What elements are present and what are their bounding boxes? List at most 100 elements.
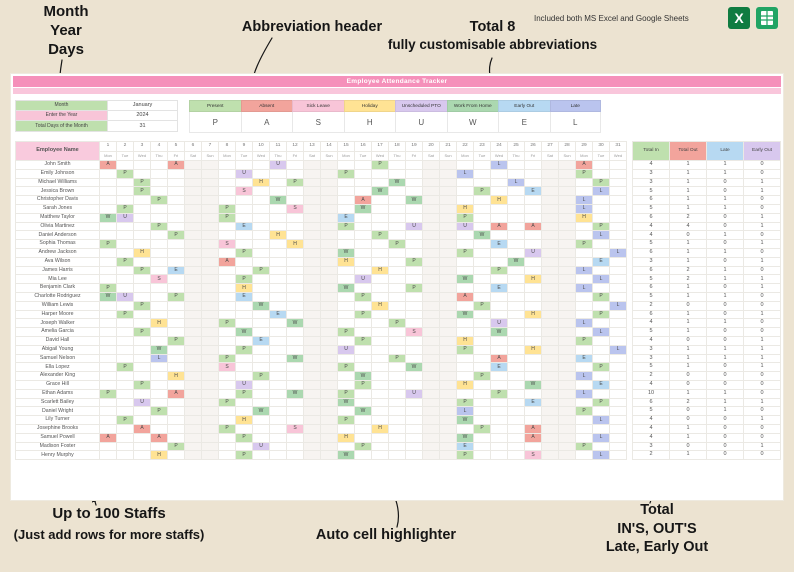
attendance-cell[interactable]: P: [337, 168, 355, 179]
attendance-cell[interactable]: [286, 247, 304, 258]
attendance-cell[interactable]: [422, 327, 440, 337]
attendance-cell[interactable]: [320, 186, 338, 197]
attendance-cell[interactable]: [269, 256, 287, 267]
attendance-cell[interactable]: [541, 335, 559, 346]
attendance-cell[interactable]: [252, 423, 270, 434]
attendance-cell[interactable]: [422, 186, 440, 197]
attendance-cell[interactable]: W: [456, 274, 474, 285]
attendance-cell[interactable]: [422, 450, 440, 461]
attendance-cell[interactable]: P: [235, 344, 253, 355]
total-cell[interactable]: 4: [632, 230, 670, 241]
attendance-cell[interactable]: P: [286, 177, 304, 188]
attendance-cell[interactable]: P: [218, 203, 236, 214]
attendance-cell[interactable]: [184, 379, 202, 390]
attendance-cell[interactable]: L: [592, 274, 610, 285]
attendance-cell[interactable]: E: [456, 441, 474, 452]
attendance-cell[interactable]: [558, 283, 576, 293]
attendance-cell[interactable]: [541, 160, 559, 170]
attendance-cell[interactable]: [354, 186, 372, 197]
attendance-cell[interactable]: [354, 423, 372, 434]
attendance-cell[interactable]: P: [405, 256, 423, 267]
attendance-cell[interactable]: [609, 371, 627, 381]
attendance-cell[interactable]: [320, 371, 338, 381]
attendance-cell[interactable]: [99, 186, 117, 197]
employee-name-cell[interactable]: Daniel Wright: [15, 406, 100, 417]
setting-value[interactable]: January: [108, 100, 178, 111]
attendance-cell[interactable]: [388, 256, 406, 267]
attendance-cell[interactable]: [609, 177, 627, 188]
attendance-cell[interactable]: [388, 388, 406, 399]
attendance-cell[interactable]: [303, 450, 321, 461]
attendance-cell[interactable]: [269, 203, 287, 214]
attendance-cell[interactable]: E: [235, 291, 253, 302]
attendance-cell[interactable]: [609, 362, 627, 373]
employee-name-cell[interactable]: Ethan Adams: [15, 388, 100, 399]
total-cell[interactable]: 0: [706, 423, 744, 434]
attendance-cell[interactable]: [184, 195, 202, 205]
employee-name-cell[interactable]: Ella Lopez: [15, 362, 100, 373]
total-cell[interactable]: 1: [706, 353, 744, 364]
attendance-cell[interactable]: [286, 274, 304, 285]
attendance-cell[interactable]: [558, 230, 576, 241]
attendance-cell[interactable]: [558, 335, 576, 346]
attendance-cell[interactable]: [609, 318, 627, 329]
attendance-cell[interactable]: [473, 327, 491, 337]
attendance-cell[interactable]: [184, 177, 202, 188]
attendance-cell[interactable]: [388, 432, 406, 443]
attendance-cell[interactable]: [269, 186, 287, 197]
employee-name-cell[interactable]: Amelia Garcia: [15, 327, 100, 337]
attendance-cell[interactable]: P: [354, 291, 372, 302]
attendance-cell[interactable]: [252, 327, 270, 337]
total-cell[interactable]: 6: [632, 195, 670, 205]
attendance-cell[interactable]: [575, 415, 593, 425]
attendance-cell[interactable]: [235, 406, 253, 417]
attendance-cell[interactable]: [286, 379, 304, 390]
total-cell[interactable]: 3: [632, 441, 670, 452]
attendance-cell[interactable]: [388, 335, 406, 346]
employee-name-cell[interactable]: Harper Moore: [15, 309, 100, 320]
attendance-cell[interactable]: [99, 344, 117, 355]
attendance-cell[interactable]: [320, 291, 338, 302]
attendance-cell[interactable]: [405, 335, 423, 346]
total-cell[interactable]: 1: [743, 441, 781, 452]
attendance-cell[interactable]: W: [473, 230, 491, 241]
attendance-cell[interactable]: E: [167, 265, 185, 276]
attendance-cell[interactable]: [133, 415, 151, 425]
employee-name-cell[interactable]: Abigail Young: [15, 344, 100, 355]
employee-name-cell[interactable]: William Lewis: [15, 300, 100, 311]
attendance-cell[interactable]: U: [235, 168, 253, 179]
attendance-cell[interactable]: L: [456, 406, 474, 417]
total-cell[interactable]: 0: [706, 432, 744, 443]
total-cell[interactable]: 1: [669, 388, 707, 399]
attendance-cell[interactable]: [303, 212, 321, 223]
attendance-cell[interactable]: L: [575, 195, 593, 205]
attendance-cell[interactable]: [456, 300, 474, 311]
attendance-cell[interactable]: [473, 335, 491, 346]
attendance-cell[interactable]: [201, 221, 219, 232]
attendance-cell[interactable]: [116, 195, 134, 205]
attendance-cell[interactable]: [524, 362, 542, 373]
attendance-cell[interactable]: [201, 309, 219, 320]
attendance-cell[interactable]: [354, 177, 372, 188]
attendance-cell[interactable]: P: [167, 230, 185, 241]
attendance-cell[interactable]: [320, 265, 338, 276]
total-cell[interactable]: 0: [706, 239, 744, 249]
attendance-cell[interactable]: W: [99, 212, 117, 223]
attendance-cell[interactable]: [99, 371, 117, 381]
attendance-cell[interactable]: [439, 239, 457, 249]
employee-name-cell[interactable]: Emily Johnson: [15, 168, 100, 179]
attendance-cell[interactable]: [541, 230, 559, 241]
attendance-cell[interactable]: [473, 318, 491, 329]
attendance-cell[interactable]: [575, 186, 593, 197]
attendance-cell[interactable]: [167, 423, 185, 434]
attendance-cell[interactable]: [184, 230, 202, 241]
attendance-cell[interactable]: [184, 203, 202, 214]
attendance-cell[interactable]: [473, 397, 491, 408]
attendance-cell[interactable]: A: [167, 160, 185, 170]
attendance-cell[interactable]: [201, 212, 219, 223]
attendance-cell[interactable]: [609, 265, 627, 276]
attendance-cell[interactable]: [541, 344, 559, 355]
total-cell[interactable]: 0: [669, 415, 707, 425]
attendance-cell[interactable]: [524, 168, 542, 179]
total-cell[interactable]: 1: [669, 318, 707, 329]
